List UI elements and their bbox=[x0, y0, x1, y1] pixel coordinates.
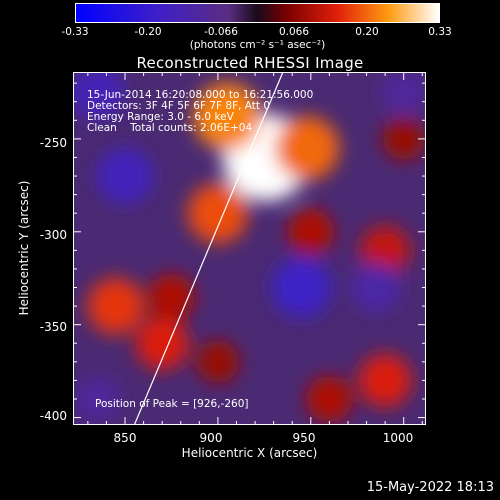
heatmap-source-4 bbox=[187, 183, 249, 244]
heatmap-source-7 bbox=[87, 277, 145, 335]
heatmap-source-9 bbox=[148, 273, 195, 320]
y-tick-minus-300: -300 bbox=[39, 228, 67, 242]
plot-frame bbox=[73, 72, 426, 425]
colorbar-tick-6: 0.33 bbox=[428, 26, 452, 38]
heatmap-source-11 bbox=[306, 375, 353, 422]
heatmap-source-15 bbox=[73, 72, 125, 120]
heatmap-source-10 bbox=[358, 353, 412, 408]
heatmap-source-18 bbox=[74, 375, 121, 422]
colorbar-tick-1: -0.33 bbox=[61, 26, 89, 38]
colorbar-tick-4: 0.066 bbox=[278, 26, 310, 38]
colorbar-tick-5: 0.20 bbox=[355, 26, 379, 38]
annotation-energy: Energy Range: 3.0 - 6.0 keV bbox=[87, 111, 235, 123]
annotation-clean: Clean Total counts: 2.06E+04 bbox=[87, 122, 252, 134]
plot-area: 15-Jun-2014 16:20:08.000 to 16:21:56.000… bbox=[73, 72, 426, 425]
y-tick-minus-350: -350 bbox=[39, 320, 67, 334]
y-tick-minus-250: -250 bbox=[39, 136, 67, 150]
colorbar-tick-2: -0.20 bbox=[134, 26, 162, 38]
heatmap-source-17 bbox=[351, 262, 401, 313]
x-tick-1000: 1000 bbox=[382, 431, 414, 445]
annotation-detectors: Detectors: 3F 4F 5F 6F 7F 8F, Att 0 bbox=[87, 100, 270, 112]
heatmap-source-14 bbox=[96, 147, 154, 205]
colorbar-units: (photons cm⁻² s⁻¹ asec⁻²) bbox=[189, 39, 326, 51]
colorbar-gradient bbox=[76, 4, 439, 22]
chart-title: Reconstructed RHESSI Image bbox=[136, 54, 364, 72]
date-stamp: 15-May-2022 18:13 bbox=[366, 480, 494, 495]
heatmap-source-5 bbox=[287, 208, 334, 255]
x-tick-950: 950 bbox=[292, 431, 316, 445]
x-axis-label: Heliocentric X (arcsec) bbox=[181, 446, 318, 460]
heatmap-source-2 bbox=[193, 82, 262, 151]
heatmap-source-13 bbox=[382, 117, 425, 161]
y-tick-minus-400: -400 bbox=[39, 409, 67, 423]
colorbar bbox=[75, 3, 440, 23]
x-tick-850: 850 bbox=[113, 431, 137, 445]
colorbar-tick-3: -0.066 bbox=[204, 26, 238, 38]
annotation-time: 15-Jun-2014 16:20:08.000 to 16:21:56.000 bbox=[87, 89, 313, 101]
x-tick-900: 900 bbox=[199, 431, 223, 445]
solar-limb-line bbox=[133, 72, 284, 425]
heatmap-source-12 bbox=[196, 340, 240, 384]
heatmap-source-19 bbox=[380, 72, 426, 116]
heatmap-source-3 bbox=[275, 116, 340, 181]
y-axis-label: Heliocentric Y (arcsec) bbox=[17, 180, 31, 316]
annotation-peak: Position of Peak = [926,-260] bbox=[95, 398, 249, 410]
heatmap-source-16 bbox=[271, 257, 332, 318]
heatmap-source-8 bbox=[135, 316, 189, 370]
heatmap-source-6 bbox=[360, 225, 410, 276]
